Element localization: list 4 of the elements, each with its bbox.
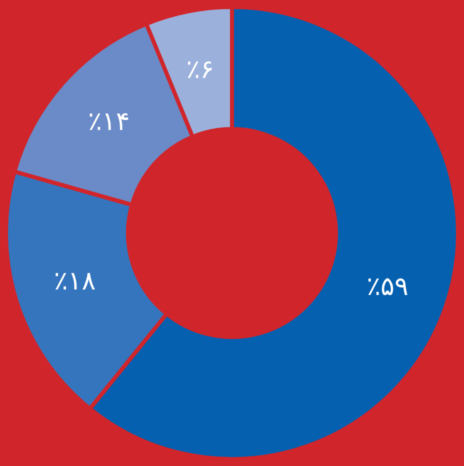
data-label: ٪۶ <box>186 54 214 85</box>
data-label: ٪۵۹ <box>366 272 408 302</box>
data-label: ٪۱۴ <box>88 106 130 137</box>
data-label: ٪۱۸ <box>54 266 96 297</box>
